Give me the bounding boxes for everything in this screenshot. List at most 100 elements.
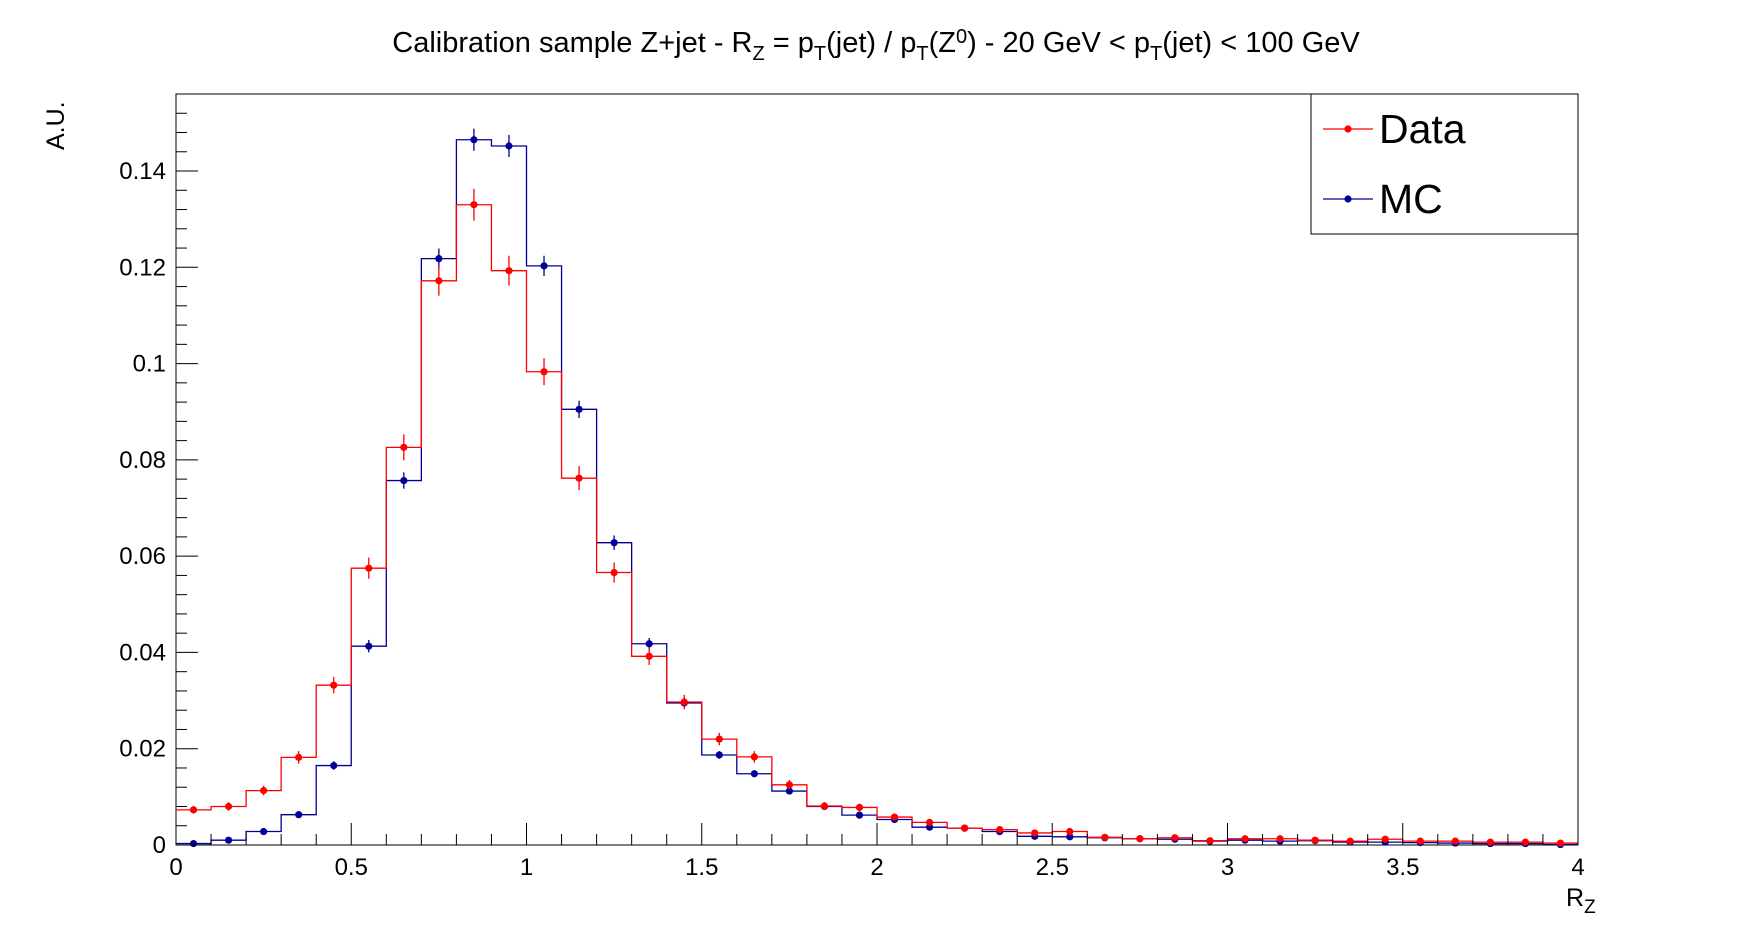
data-point-data [645, 652, 653, 660]
chart-title: Calibration sample Z+jet - RZ = pT(jet) … [392, 26, 1360, 65]
title-part: T [814, 43, 826, 65]
data-point-data [1066, 827, 1074, 836]
text-layer: Calibration sample Z+jet - RZ = pT(jet) … [42, 26, 1596, 918]
data-point-data [1381, 835, 1389, 843]
data-point-data [1206, 837, 1214, 845]
y-axis-title: A.U. [42, 101, 70, 150]
data-point-mc [505, 142, 513, 150]
y-tick-label: 0.06 [119, 543, 166, 570]
data-point-data [996, 825, 1004, 834]
data-point-data [750, 753, 758, 761]
y-tick-label: 0.08 [119, 447, 166, 474]
data-point-data [855, 803, 864, 812]
data-point-data [1171, 834, 1179, 842]
data-point-data [295, 753, 303, 761]
x-tick-label: 4 [1571, 854, 1584, 881]
y-tick-label: 0 [153, 832, 166, 859]
data-point-data [925, 818, 934, 826]
data-point-mc [295, 811, 303, 819]
y-tick-label: 0.12 [119, 254, 166, 281]
data-point-mc [575, 405, 583, 413]
data-point-data [1486, 838, 1494, 846]
x-tick-label: 3 [1221, 854, 1234, 881]
legend-box [1310, 93, 1579, 235]
data-point-data [1031, 829, 1039, 837]
y-tick-label: 0.1 [133, 351, 166, 378]
title-part: = p [765, 27, 814, 59]
data-point-data [1311, 836, 1319, 844]
data-point-data [330, 681, 338, 689]
data-point-data [400, 443, 408, 451]
data-point-data [1521, 838, 1530, 846]
data-point-data [435, 277, 443, 285]
data-point-mc [330, 761, 338, 770]
x-axis-title-main: R [1566, 884, 1584, 912]
data-point-data [715, 735, 723, 743]
x-axis-title: RZ [1566, 884, 1596, 918]
data-point-data [890, 813, 899, 821]
data-point-data [189, 806, 198, 814]
y-tick-label: 0.02 [119, 736, 166, 763]
data-point-mc [435, 255, 443, 263]
data-point-data [224, 802, 233, 811]
legend-marker-mc [1344, 195, 1352, 203]
data-point-mc [400, 476, 408, 485]
data-point-mc [189, 839, 198, 848]
data-point-data [820, 802, 829, 810]
title-part: Z [753, 43, 765, 65]
data-point-mc [610, 539, 618, 547]
title-part: 0 [956, 26, 967, 48]
data-point-data [1241, 835, 1249, 843]
data-point-data [1416, 837, 1424, 845]
legend-label-data: Data [1379, 106, 1466, 152]
title-part: Calibration sample Z+jet - R [392, 27, 752, 59]
legend: Data MC [1310, 93, 1579, 235]
x-tick-label: 2.5 [1036, 854, 1069, 881]
data-point-mc [1066, 833, 1074, 841]
data-point-mc [365, 642, 373, 650]
x-tick-label: 3.5 [1386, 854, 1419, 881]
x-tick-label: 1.5 [685, 854, 718, 881]
axis-layer: 0 0.5 1 1.5 2 2.5 3 3.5 4 0 0.02 0.04 0.06 0.08 0.1 0.1… [119, 93, 1585, 881]
title-part: T [1150, 43, 1162, 65]
data-point-mc [785, 787, 793, 795]
x-axis-title-sub: Z [1584, 897, 1596, 918]
data-point-mc [224, 836, 233, 844]
legend-label-mc: MC [1379, 176, 1443, 222]
data-point-data [961, 824, 969, 832]
x-tick-label: 0.5 [335, 854, 368, 881]
data-point-data [1101, 833, 1109, 841]
legend-marker-data [1344, 125, 1352, 133]
data-point-data [1276, 835, 1284, 843]
data-point-data [365, 564, 373, 572]
data-point-mc [750, 770, 758, 778]
y-tick-label: 0.14 [119, 158, 166, 185]
data-point-data [1451, 837, 1459, 845]
y-tick-label: 0.04 [119, 639, 166, 666]
data-point-data [1556, 839, 1565, 847]
data-point-data [1346, 837, 1354, 845]
x-tick-label: 1 [520, 854, 533, 881]
data-point-data [540, 368, 548, 376]
x-tick-label: 0 [169, 854, 182, 881]
title-part: (jet) / p [826, 27, 916, 59]
data-point-data [610, 568, 618, 577]
hist-line-data [176, 204, 1578, 844]
data-point-data [1136, 835, 1144, 843]
data-point-mc [540, 262, 548, 270]
data-point-data [680, 698, 688, 706]
data-point-data [260, 787, 268, 795]
data-point-mc [855, 811, 864, 819]
data-point-data [470, 201, 478, 209]
title-part: ) - 20 GeV < p [967, 27, 1150, 59]
x-tick-label: 2 [870, 854, 883, 881]
title-part: (jet) < 100 GeV [1162, 27, 1360, 59]
title-part: (Z [929, 27, 956, 59]
data-point-mc [645, 640, 653, 648]
data-point-mc [470, 136, 478, 144]
data-layer [176, 128, 1578, 849]
data-point-data [575, 474, 583, 482]
data-point-data [785, 781, 793, 789]
data-point-mc [715, 751, 723, 759]
